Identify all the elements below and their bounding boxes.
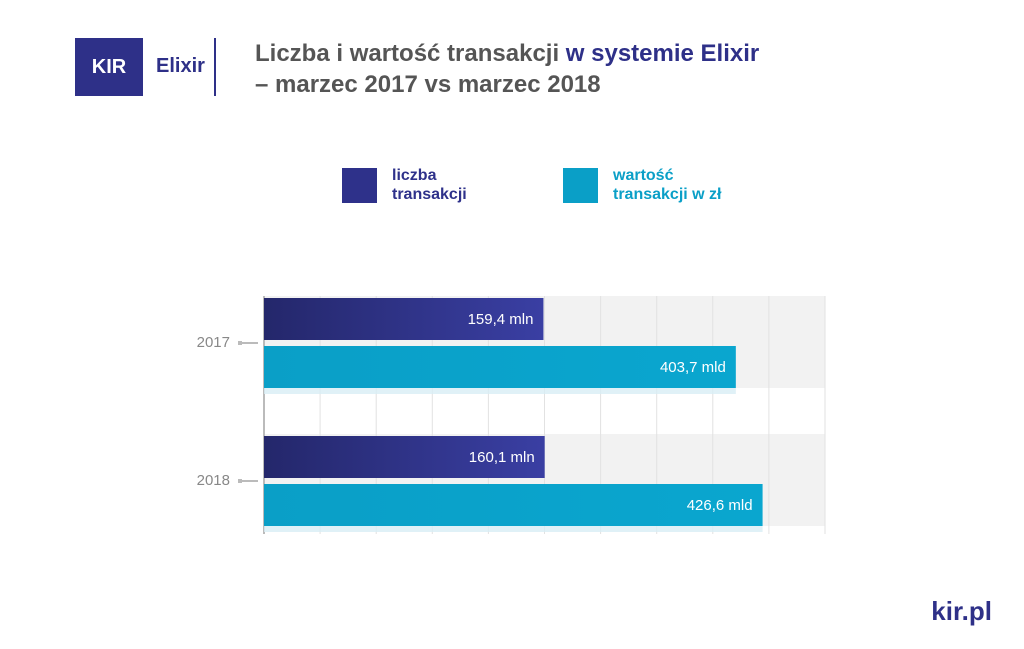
separator bbox=[214, 38, 216, 96]
legend-icon bbox=[342, 168, 377, 203]
bar bbox=[264, 436, 545, 478]
chart-title: Liczba i wartość transakcji bbox=[255, 40, 560, 67]
legend-label: liczba transakcji bbox=[392, 167, 467, 203]
title-highlight: w systemie Elixir bbox=[565, 40, 760, 67]
legend-label: wartość transakcji w zł bbox=[613, 167, 722, 203]
value-label: 159,4 mln bbox=[468, 311, 534, 328]
legend-icon bbox=[563, 168, 598, 203]
footer: kir.pl bbox=[931, 596, 992, 626]
bar-shadow bbox=[264, 388, 736, 394]
logo-brand: KIR bbox=[75, 38, 143, 96]
value-label: 426,6 mld bbox=[687, 497, 753, 514]
value-label: 403,7 mld bbox=[660, 359, 726, 376]
y-tick-label: 2018 bbox=[197, 472, 230, 489]
bar bbox=[264, 298, 544, 340]
title-block: Liczba i wartość transakcji w systemie E… bbox=[255, 38, 759, 100]
value-label: 160,1 mln bbox=[469, 449, 535, 466]
chart-subtitle: – marzec 2017 vs marzec 2018 bbox=[255, 71, 601, 98]
bar bbox=[264, 484, 763, 526]
y-tick-dot bbox=[238, 479, 242, 483]
logo-product: Elixir bbox=[156, 55, 205, 77]
y-tick-dot bbox=[238, 341, 242, 345]
bar-shadow bbox=[264, 526, 763, 532]
bar bbox=[264, 346, 736, 388]
y-tick-label: 2017 bbox=[197, 334, 230, 351]
